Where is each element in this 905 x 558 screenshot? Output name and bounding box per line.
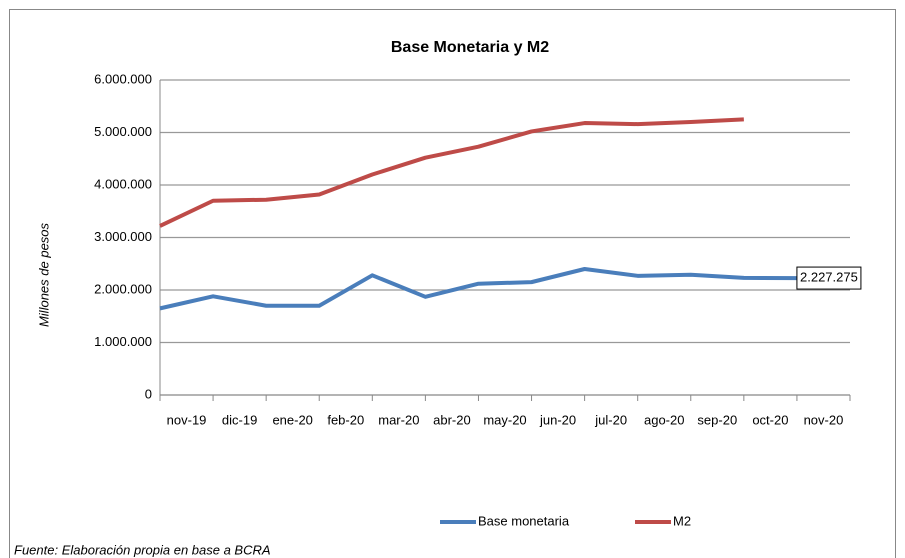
x-tick-label: abr-20 (433, 412, 471, 427)
y-tick-label: 3.000.000 (94, 229, 152, 244)
y-tick-label: 2.000.000 (94, 281, 152, 296)
x-tick-label: ene-20 (272, 412, 312, 427)
y-tick-label: 6.000.000 (94, 71, 152, 86)
x-tick-label: oct-20 (752, 412, 788, 427)
x-tick-label: ago-20 (644, 412, 684, 427)
legend-label: M2 (673, 513, 691, 528)
series-line (159, 117, 744, 228)
y-tick-label: 5.000.000 (94, 124, 152, 139)
y-tick-label: 4.000.000 (94, 176, 152, 191)
series-line (159, 267, 797, 311)
x-tick-label: feb-20 (327, 412, 364, 427)
x-tick-label: mar-20 (378, 412, 419, 427)
value-label: 2.227.275 (800, 270, 858, 285)
x-tick-label: sep-20 (697, 412, 737, 427)
value-label-box (796, 266, 862, 290)
x-tick-label: dic-19 (222, 412, 257, 427)
legend-label: Base monetaria (478, 513, 570, 528)
x-tick-label: nov-19 (167, 412, 207, 427)
source-note: Fuente: Elaboración propia en base a BCR… (14, 542, 271, 557)
x-tick-label: may-20 (483, 412, 526, 427)
x-tick-label: jul-20 (594, 412, 627, 427)
y-axis-label: Millones de pesos (36, 222, 51, 327)
x-tick-label: jun-20 (539, 412, 576, 427)
y-tick-label: 1.000.000 (94, 334, 152, 349)
y-tick-label: 0 (145, 386, 152, 401)
frame (9, 9, 896, 558)
x-tick-label: nov-20 (804, 412, 844, 427)
chart-title: Base Monetaria y M2 (391, 39, 549, 56)
